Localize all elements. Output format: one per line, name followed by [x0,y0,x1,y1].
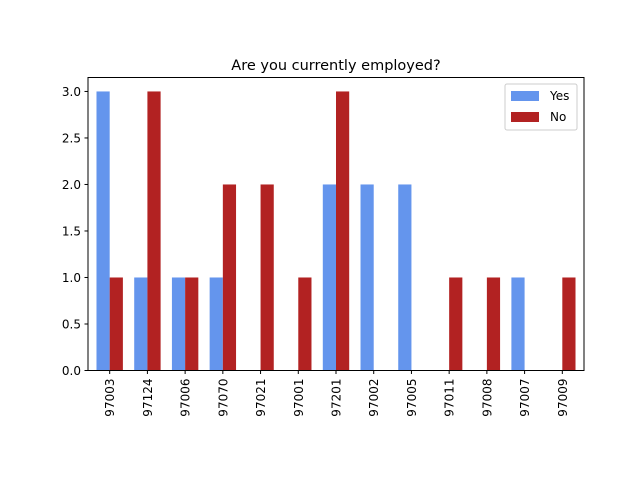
bar-yes-97007 [511,277,525,371]
y-axis: 0.0 0.5 1.0 1.5 2.0 2.5 3.0 [62,85,88,378]
legend: Yes No [504,83,578,131]
bar-yes-97005 [398,184,412,371]
x-tick-label: 97011 [443,379,457,417]
x-tick-label: 97005 [405,379,419,417]
x-tick-label: 97008 [480,379,494,417]
bar-no-97006 [185,277,199,371]
bar-yes-97124 [134,277,148,371]
legend-swatch-yes [511,91,539,101]
legend-swatch-no [511,112,539,122]
x-tick-label: 97006 [179,379,193,417]
legend-label-yes: Yes [549,89,569,103]
x-tick-label: 97124 [141,379,155,417]
y-tick-label: 1.5 [62,224,81,238]
bar-yes-97003 [96,91,110,371]
plot-frame [87,77,585,371]
bar-yes-97002 [360,184,374,371]
y-tick-label: 3.0 [62,85,81,99]
bar-no-97008 [486,277,501,371]
x-tick-label: 97009 [556,379,570,417]
y-tick-label: 1.0 [62,271,81,285]
bars [96,91,576,371]
x-tick-label: 97007 [518,379,532,417]
x-axis: 97003 97124 97006 97070 97021 97001 97201 97002… [103,370,570,417]
bar-no-97001 [298,277,312,371]
legend-label-no: No [550,110,566,124]
x-tick-label: 97070 [216,379,230,417]
x-tick-label: 97001 [292,379,306,417]
bar-no-97011 [449,277,463,371]
x-tick-label: 97003 [103,379,117,417]
bar-no-97201 [336,91,350,371]
y-tick-label: 0.0 [62,364,81,378]
x-tick-label: 97021 [254,379,268,417]
x-tick-label: 97201 [330,379,344,417]
bar-yes-97006 [171,277,186,371]
y-tick-label: 0.5 [62,317,81,331]
chart-title: Are you currently employed? [231,58,440,74]
bar-no-97124 [147,91,161,371]
y-tick-label: 2.5 [62,131,81,145]
x-tick-label: 97002 [367,379,381,417]
bar-no-97070 [222,184,237,371]
bar-no-97021 [260,184,274,371]
bar-yes-97201 [322,184,336,371]
bar-no-97003 [109,277,123,371]
bar-no-97009 [562,277,576,371]
bar-yes-97070 [209,277,223,371]
y-tick-label: 2.0 [62,178,81,192]
